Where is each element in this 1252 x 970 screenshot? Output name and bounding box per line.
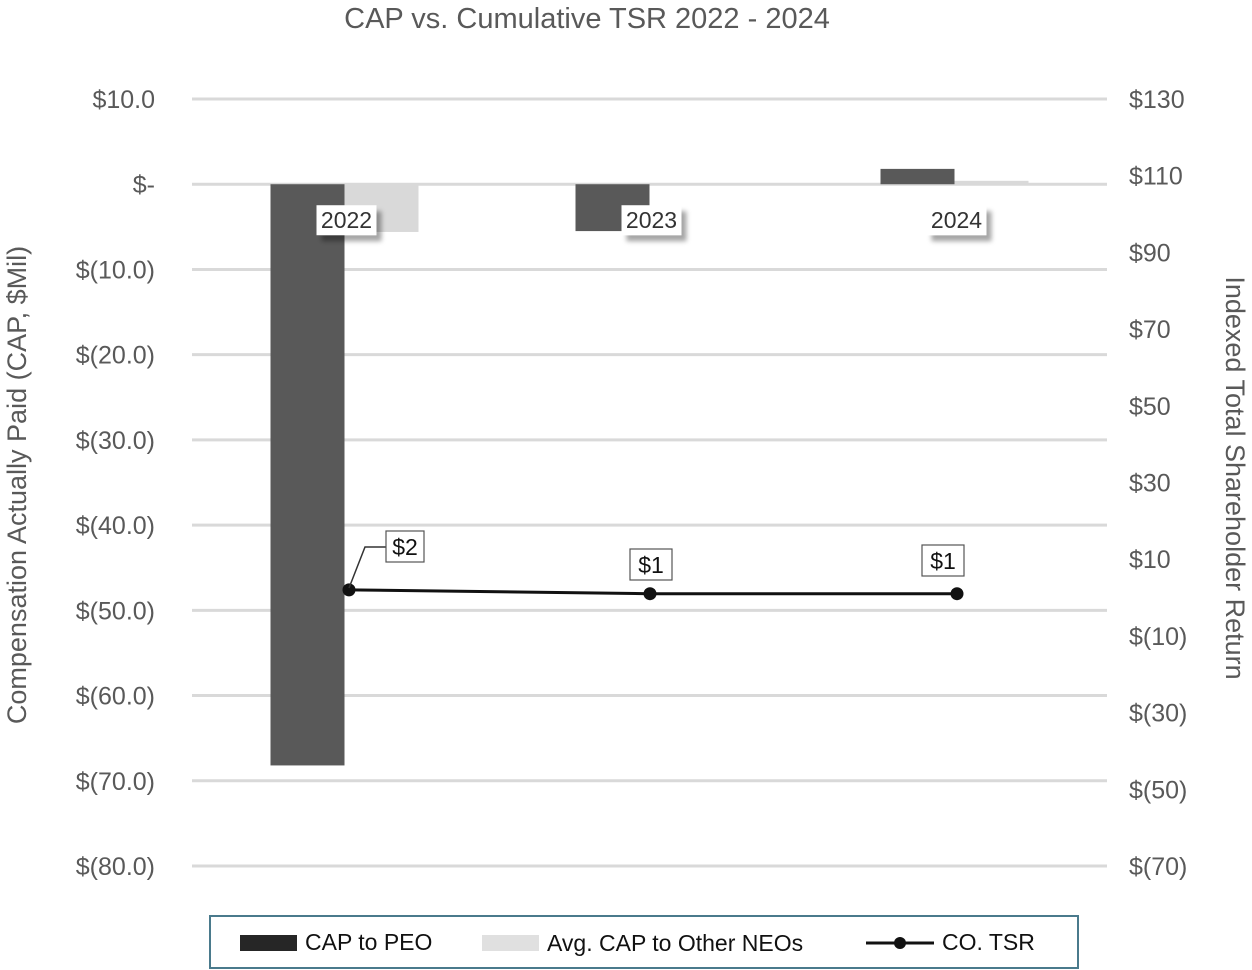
tsr-line-series: $2 $1 $1 bbox=[342, 530, 965, 601]
left-tick-label: $(30.0) bbox=[76, 427, 155, 455]
left-tick-label: $(70.0) bbox=[76, 768, 155, 796]
right-axis-ticks: $130 $110 $90 $70 $50 $30 $10 $(10) $(30) $(50) $(… bbox=[1129, 86, 1187, 881]
left-axis-ticks: $10.0 $- $(10.0) $(20.0) $(30.0) $(40.0) $(50.… bbox=[76, 86, 155, 881]
right-tick-label: $(50) bbox=[1129, 776, 1187, 804]
category-label: 2024 bbox=[931, 207, 982, 233]
category-label-box bbox=[621, 205, 682, 236]
left-tick-label: $(10.0) bbox=[76, 256, 155, 284]
legend-swatch-cap-to-peo bbox=[240, 935, 297, 951]
category-labels: 2022 2023 2024 bbox=[316, 205, 987, 236]
left-tick-label: $(50.0) bbox=[76, 597, 155, 625]
right-tick-label: $70 bbox=[1129, 316, 1171, 344]
left-tick-label: $(80.0) bbox=[76, 853, 155, 881]
tsr-data-label: $1 bbox=[930, 548, 956, 574]
tsr-point-2024 bbox=[950, 587, 964, 601]
category-label: 2023 bbox=[626, 207, 677, 233]
left-axis-title: Compensation Actually Paid (CAP, $Mil) bbox=[2, 246, 32, 724]
bar-cap-to-peo-2024 bbox=[880, 168, 955, 185]
tsr-point-2023 bbox=[643, 587, 657, 601]
tsr-label-leader bbox=[348, 546, 386, 589]
left-tick-label: $(60.0) bbox=[76, 683, 155, 711]
right-tick-label: $130 bbox=[1129, 86, 1185, 114]
right-tick-label: $90 bbox=[1129, 239, 1171, 267]
right-tick-label: $(70) bbox=[1129, 853, 1187, 881]
chart-title: CAP vs. Cumulative TSR 2022 - 2024 bbox=[344, 3, 830, 35]
bar-cap-to-peo-2022 bbox=[270, 184, 345, 766]
right-tick-label: $30 bbox=[1129, 470, 1171, 498]
left-tick-label: $(40.0) bbox=[76, 512, 155, 540]
tsr-data-label: $1 bbox=[638, 552, 664, 578]
right-tick-label: $(30) bbox=[1129, 700, 1187, 728]
tsr-data-label: $2 bbox=[392, 534, 418, 560]
tsr-data-label-box bbox=[385, 530, 425, 563]
category-label-box bbox=[926, 205, 987, 236]
tsr-data-label-box bbox=[629, 548, 673, 581]
right-tick-label: $10 bbox=[1129, 546, 1171, 574]
legend-swatch-avg-cap-neos bbox=[482, 935, 539, 951]
right-tick-label: $(10) bbox=[1129, 623, 1187, 651]
bar-series bbox=[270, 168, 1029, 766]
legend-label-avg-cap-neos: Avg. CAP to Other NEOs bbox=[547, 930, 803, 956]
right-tick-label: $50 bbox=[1129, 393, 1171, 421]
left-tick-label: $10.0 bbox=[92, 86, 155, 114]
category-label: 2022 bbox=[321, 207, 372, 233]
left-tick-label: $- bbox=[133, 171, 155, 199]
left-tick-label: $(20.0) bbox=[76, 342, 155, 370]
tsr-point-2022 bbox=[342, 583, 356, 597]
legend-swatch-co-tsr-marker bbox=[894, 937, 906, 949]
legend-label-co-tsr: CO. TSR bbox=[942, 929, 1035, 955]
right-axis-title: Indexed Total Shareholder Return bbox=[1220, 276, 1250, 679]
tsr-data-label-box bbox=[921, 544, 965, 577]
legend: CAP to PEO Avg. CAP to Other NEOs CO. TS… bbox=[209, 915, 1079, 969]
category-label-box bbox=[316, 205, 377, 236]
legend-label-cap-to-peo: CAP to PEO bbox=[305, 929, 432, 955]
bar-avg-cap-neos-2024 bbox=[954, 180, 1029, 185]
right-tick-label: $110 bbox=[1129, 163, 1183, 191]
